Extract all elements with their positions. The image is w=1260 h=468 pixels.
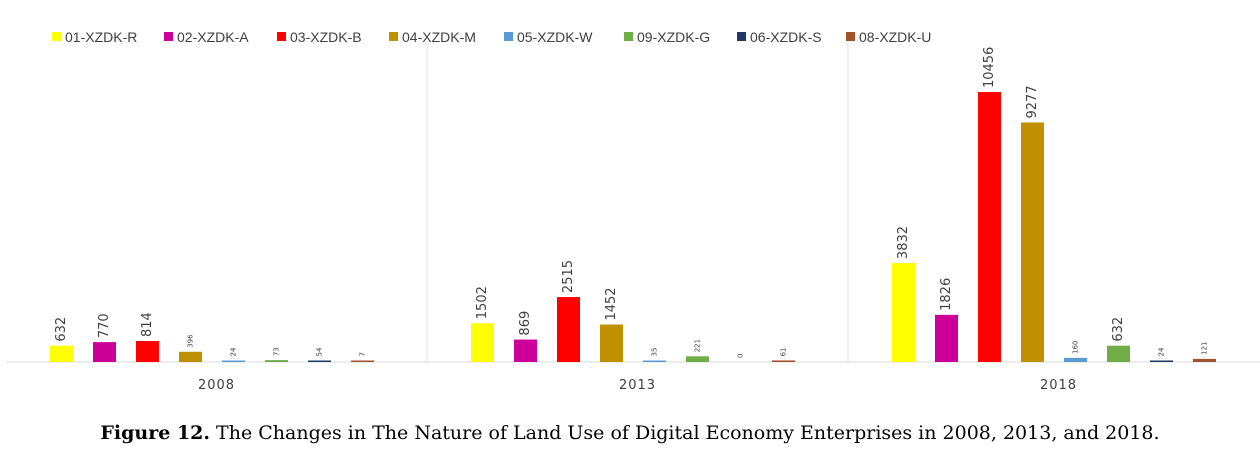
bar — [1021, 122, 1044, 362]
bar-value-label: 35 — [651, 348, 659, 357]
bar-value-label: 632 — [54, 317, 69, 342]
bar — [471, 323, 494, 362]
bar-value-label: 73 — [273, 347, 281, 356]
bar — [179, 351, 202, 362]
bar-value-label: 160 — [1072, 340, 1080, 353]
category-label: 2008 — [198, 378, 235, 393]
legend-swatch — [52, 32, 61, 41]
legend-label: 04-XZDK-M — [402, 29, 476, 45]
category-separators — [426, 42, 849, 362]
bar — [643, 360, 666, 362]
bar — [557, 297, 580, 362]
legend-swatch — [504, 32, 513, 41]
bar-value-label: 869 — [518, 311, 533, 336]
legend-swatch — [389, 32, 398, 41]
bar-value-label: 632 — [1111, 317, 1126, 342]
bar-value-label: 9277 — [1025, 85, 1040, 118]
bar-value-label: 396 — [187, 334, 195, 348]
bar — [351, 360, 374, 362]
legend-swatch — [624, 32, 633, 41]
category-labels: 2008 2013 2018 — [198, 378, 1077, 393]
bar-value-label: 24 — [1158, 347, 1166, 356]
bar-value-label: 54 — [316, 347, 324, 356]
value-labels: 632 770 814 396 24 73 54 7 1502 869 2515 1452 35 221 0… — [54, 47, 1209, 358]
figure-caption-text: The Changes in The Nature of Land Use of… — [210, 422, 1160, 444]
bar — [1193, 358, 1216, 362]
bar-value-label: 7 — [359, 352, 367, 356]
bar — [1150, 360, 1173, 362]
bar-value-label: 1452 — [604, 287, 619, 320]
bar — [308, 360, 331, 362]
legend-label: 01-XZDK-R — [65, 29, 137, 45]
figure-label: Figure 12. — [100, 422, 210, 444]
bar-value-label: 3832 — [896, 226, 911, 259]
legend-label: 02-XZDK-A — [177, 29, 249, 45]
legend-swatch — [277, 32, 286, 41]
bar-value-label: 221 — [694, 339, 702, 352]
legend-label: 08-XZDK-U — [859, 29, 931, 45]
bar-value-label: 1826 — [939, 278, 954, 311]
legend-label: 09-XZDK-G — [637, 29, 710, 45]
category-label: 2018 — [1040, 378, 1077, 393]
bar — [514, 339, 537, 362]
bar — [892, 263, 915, 362]
bar — [600, 324, 623, 362]
bar — [222, 360, 245, 362]
legend-swatch — [737, 32, 746, 41]
bar-value-label: 770 — [97, 313, 112, 338]
bar-value-label: 2515 — [561, 260, 576, 293]
bar — [686, 356, 709, 362]
bar-value-label: 24 — [230, 347, 238, 356]
bar — [772, 360, 795, 362]
bar — [1064, 357, 1087, 362]
bar — [265, 360, 288, 362]
legend-swatch — [164, 32, 173, 41]
figure-caption: Figure 12. The Changes in The Nature of … — [0, 422, 1260, 444]
bar — [935, 314, 958, 362]
bar-value-label: 10456 — [982, 47, 997, 88]
legend-label: 06-XZDK-S — [750, 29, 822, 45]
legend-swatch — [846, 32, 855, 41]
bar-value-label: 121 — [1201, 342, 1209, 355]
bar-value-label: 1502 — [475, 286, 490, 319]
bar-value-label: 61 — [780, 348, 788, 357]
bar-value-label: 814 — [140, 312, 155, 337]
bar — [1107, 345, 1130, 362]
bar-chart: 01-XZDK-R 02-XZDK-A 03-XZDK-B 04-XZDK-M 05-X… — [6, 29, 1260, 393]
chart-legend: 01-XZDK-R 02-XZDK-A 03-XZDK-B 04-XZDK-M 05-X… — [52, 29, 931, 45]
chart-bars — [50, 92, 1216, 362]
bar — [50, 345, 73, 362]
bar-value-label: 0 — [737, 354, 745, 358]
bar — [136, 340, 159, 362]
legend-label: 03-XZDK-B — [290, 29, 362, 45]
bar — [93, 342, 116, 362]
bar — [978, 92, 1001, 362]
category-label: 2013 — [619, 378, 656, 393]
legend-label: 05-XZDK-W — [517, 29, 593, 45]
